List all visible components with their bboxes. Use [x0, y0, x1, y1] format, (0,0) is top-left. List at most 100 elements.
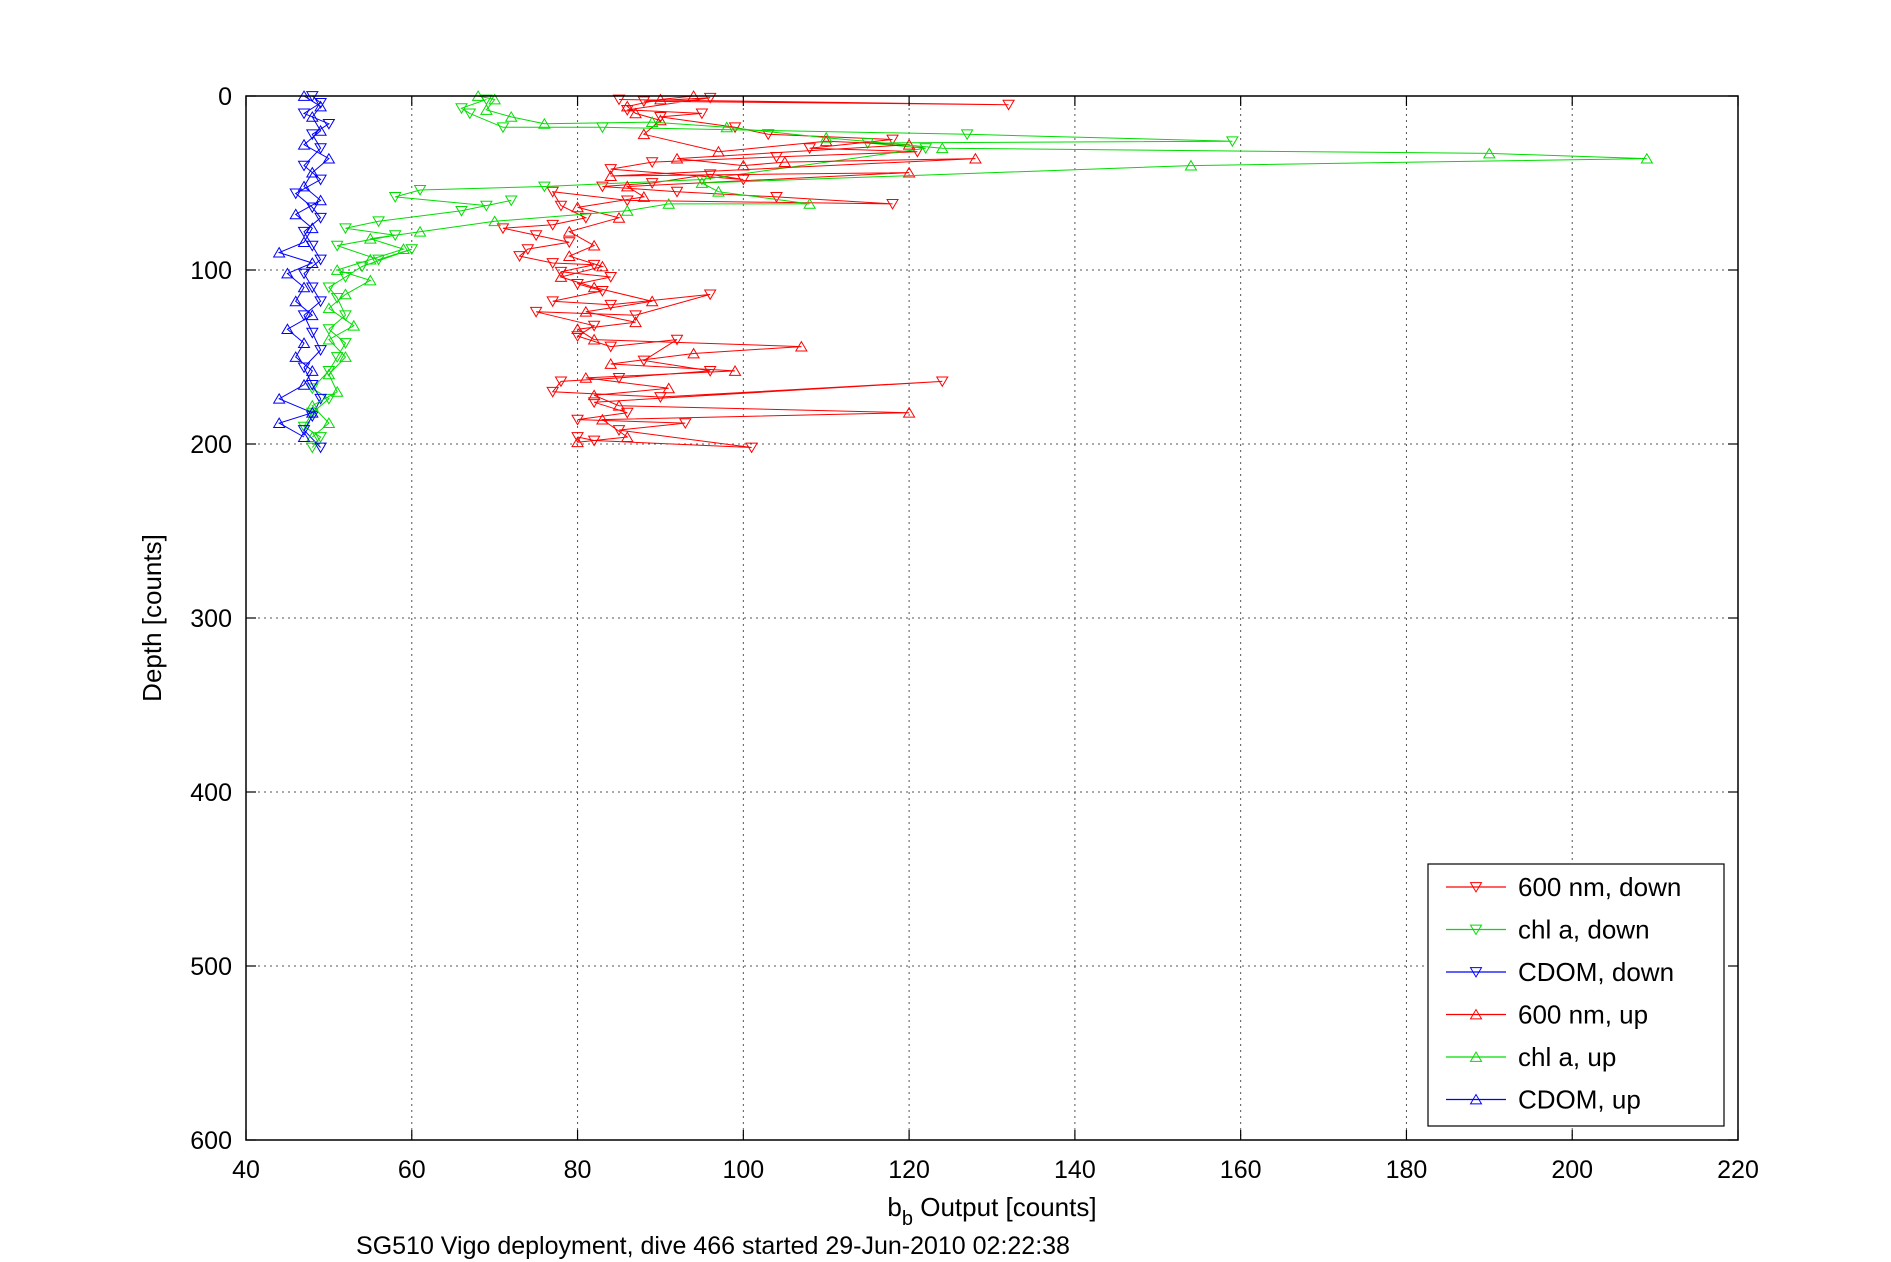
data-point — [612, 372, 626, 384]
data-point — [637, 96, 651, 108]
legend-label: chl a, up — [1518, 1042, 1616, 1072]
y-tick-label: 600 — [190, 1127, 232, 1155]
data-point — [305, 282, 319, 294]
data-point — [314, 212, 327, 224]
x-tick-label: 120 — [888, 1156, 930, 1184]
data-point — [587, 281, 601, 293]
legend-label: chl a, down — [1518, 915, 1650, 945]
y-tick-label: 200 — [190, 431, 232, 459]
data-point — [529, 306, 543, 318]
data-point — [654, 93, 667, 105]
data-point — [695, 108, 709, 120]
data-point — [554, 271, 568, 282]
data-point — [935, 142, 949, 154]
data-point — [322, 282, 336, 294]
data-point — [645, 178, 659, 189]
data-point — [330, 385, 344, 397]
data-point — [596, 181, 609, 193]
y-tick-label: 100 — [190, 257, 232, 285]
data-point — [405, 244, 419, 256]
data-point — [297, 425, 311, 437]
data-point — [587, 389, 601, 401]
data-point — [413, 225, 427, 237]
data-point — [480, 103, 493, 115]
data-point — [654, 111, 667, 123]
data-point — [1184, 159, 1198, 171]
data-point — [637, 190, 651, 202]
x-tick-label: 60 — [398, 1156, 426, 1184]
data-point — [314, 100, 327, 112]
data-point — [736, 159, 750, 171]
data-point — [314, 432, 327, 443]
data-point — [297, 160, 311, 172]
data-point — [330, 352, 344, 363]
data-point — [562, 237, 576, 249]
legend-item: chl a, up — [1446, 1042, 1616, 1072]
data-point — [305, 411, 319, 423]
data-point — [388, 192, 402, 203]
data-point — [587, 333, 601, 345]
data-point — [305, 222, 319, 234]
data-point — [736, 174, 750, 186]
data-point — [654, 114, 667, 126]
x-tick-label: 80 — [564, 1156, 592, 1184]
data-point — [819, 131, 833, 143]
data-point — [819, 135, 833, 147]
data-point — [322, 393, 336, 405]
data-point — [339, 351, 352, 362]
data-point — [546, 258, 560, 269]
data-point — [637, 355, 651, 367]
data-point — [703, 92, 717, 104]
data-point — [604, 299, 618, 311]
data-point — [571, 323, 584, 335]
data-point — [654, 392, 667, 403]
data-point — [305, 431, 319, 442]
data-point — [546, 386, 560, 398]
data-point — [587, 397, 601, 409]
series-cdom-down — [289, 91, 336, 454]
data-point — [297, 421, 311, 433]
ticks — [245, 95, 1739, 1141]
data-point — [637, 128, 651, 140]
legend-item: CDOM, down — [1446, 957, 1674, 987]
data-point — [596, 413, 609, 425]
data-point — [322, 118, 336, 130]
data-point — [604, 170, 618, 181]
x-tick-label: 100 — [722, 1156, 764, 1184]
data-point — [770, 192, 783, 203]
data-point — [935, 376, 949, 388]
data-point — [272, 246, 286, 258]
data-point — [538, 181, 551, 193]
data-point — [305, 364, 319, 376]
data-point — [463, 108, 477, 120]
data-point — [620, 195, 634, 207]
data-point — [745, 442, 758, 454]
data-point — [703, 289, 717, 301]
data-point — [272, 417, 286, 429]
data-point — [363, 274, 377, 286]
data-point — [305, 257, 319, 268]
data-point — [579, 212, 593, 224]
series-chl-a-up — [305, 90, 1654, 442]
data-point — [305, 406, 319, 418]
data-point — [297, 108, 311, 120]
legend-label: CDOM, up — [1518, 1085, 1641, 1115]
data-point — [620, 204, 634, 216]
tick-labels: 40 60 80 100 120 140 160 180 200 220 0 100 200 300 400… — [190, 83, 1759, 1184]
data-point — [662, 382, 676, 394]
data-point — [596, 260, 609, 272]
data-point — [297, 268, 311, 280]
data-point — [670, 152, 684, 164]
data-point — [314, 174, 327, 186]
data-point — [695, 177, 709, 188]
data-point — [339, 223, 352, 235]
data-point — [363, 253, 377, 265]
data-point — [314, 345, 327, 356]
data-point — [322, 368, 336, 380]
data-point — [712, 145, 725, 157]
data-point — [339, 288, 352, 300]
data-point — [289, 208, 303, 220]
data-point — [960, 129, 974, 141]
data-point — [1002, 99, 1015, 111]
data-point — [571, 279, 584, 290]
